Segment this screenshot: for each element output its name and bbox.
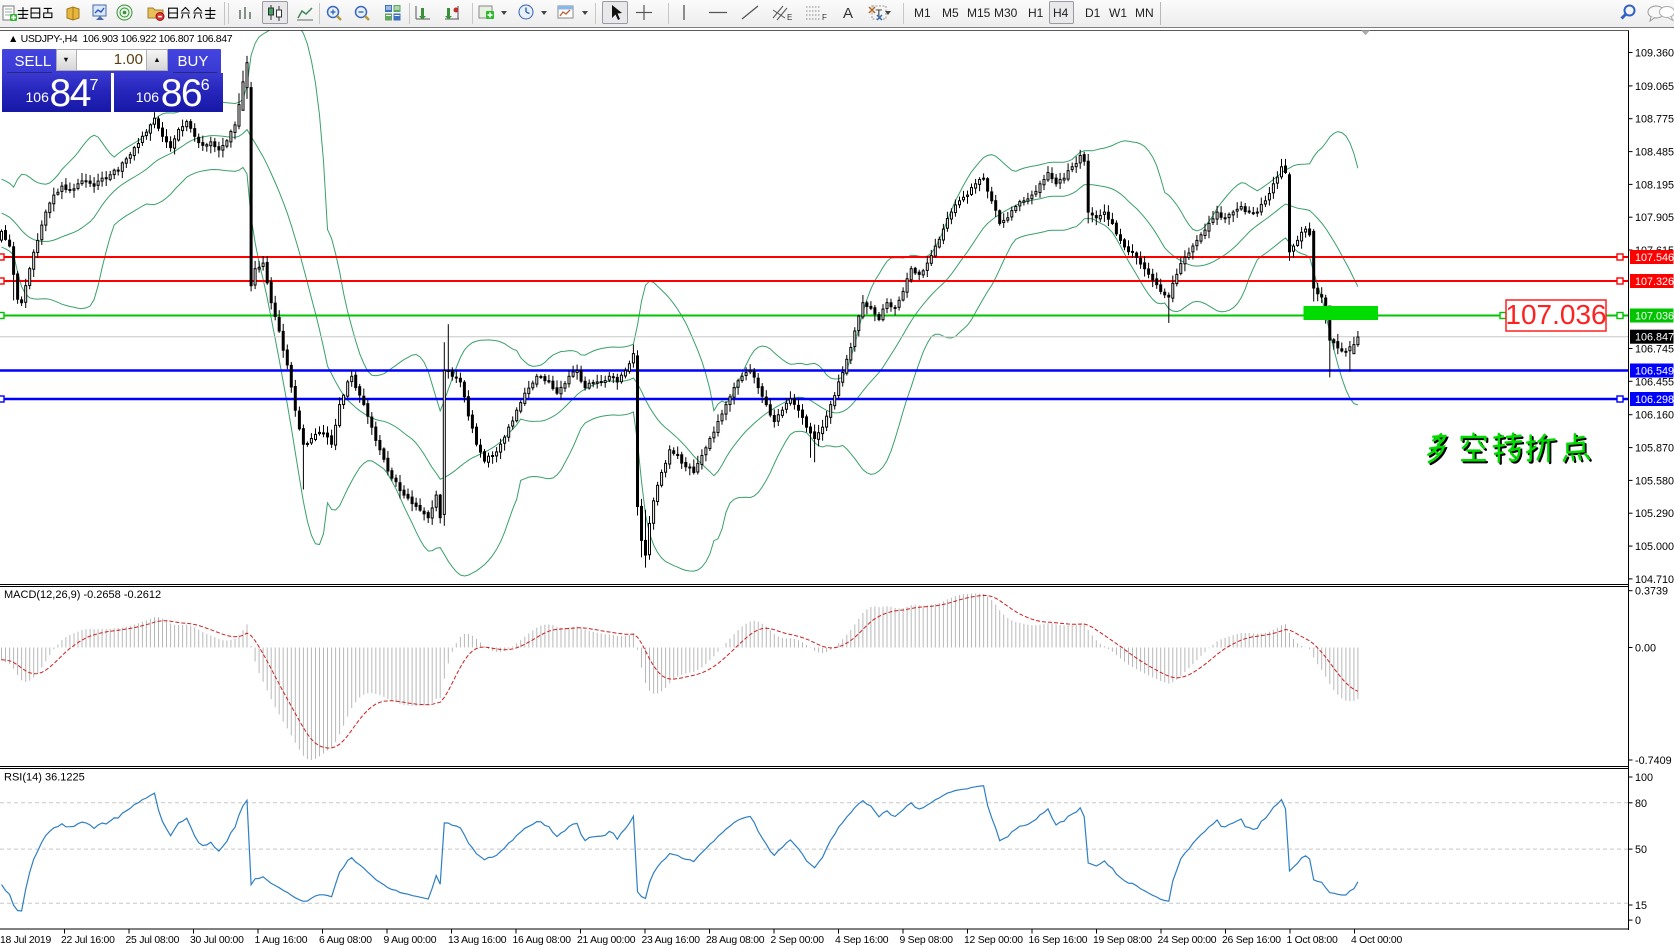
svg-text:18 Jul 2019: 18 Jul 2019	[0, 935, 51, 946]
svg-text:4 Oct 00:00: 4 Oct 00:00	[1351, 935, 1402, 946]
svg-text:106.847: 106.847	[1635, 332, 1674, 344]
svg-text:1 Oct 08:00: 1 Oct 08:00	[1287, 935, 1338, 946]
svg-text:24 Sep 00:00: 24 Sep 00:00	[1158, 935, 1217, 946]
svg-text:12 Sep 00:00: 12 Sep 00:00	[964, 935, 1023, 946]
svg-text:22 Jul 16:00: 22 Jul 16:00	[61, 935, 115, 946]
svg-text:15: 15	[1635, 900, 1647, 912]
svg-text:105.000: 105.000	[1635, 541, 1674, 553]
svg-text:106.455: 106.455	[1635, 376, 1674, 388]
svg-text:0.3739: 0.3739	[1635, 586, 1668, 598]
svg-text:30 Jul 00:00: 30 Jul 00:00	[190, 935, 244, 946]
svg-text:108.775: 108.775	[1635, 114, 1674, 126]
svg-text:109.065: 109.065	[1635, 81, 1674, 93]
svg-text:106.745: 106.745	[1635, 344, 1674, 356]
svg-text:F: F	[822, 13, 827, 21]
svg-text:25 Jul 08:00: 25 Jul 08:00	[126, 935, 180, 946]
svg-text:107.036: 107.036	[1635, 311, 1674, 323]
svg-text:1 Aug 16:00: 1 Aug 16:00	[255, 935, 308, 946]
svg-text:28 Aug 08:00: 28 Aug 08:00	[706, 935, 765, 946]
svg-text:107.546: 107.546	[1635, 252, 1674, 264]
svg-text:108.485: 108.485	[1635, 147, 1674, 159]
svg-text:16 Aug 08:00: 16 Aug 08:00	[513, 935, 572, 946]
svg-text:107.905: 107.905	[1635, 212, 1674, 224]
svg-text:9 Sep 08:00: 9 Sep 08:00	[900, 935, 954, 946]
svg-text:23 Aug 16:00: 23 Aug 16:00	[642, 935, 701, 946]
svg-text:19 Sep 08:00: 19 Sep 08:00	[1093, 935, 1152, 946]
svg-text:21 Aug 00:00: 21 Aug 00:00	[577, 935, 636, 946]
svg-text:109.360: 109.360	[1635, 48, 1674, 60]
svg-text:80: 80	[1635, 798, 1647, 810]
svg-text:6 Aug 08:00: 6 Aug 08:00	[319, 935, 372, 946]
svg-text:105.580: 105.580	[1635, 475, 1674, 487]
svg-text:108.195: 108.195	[1635, 179, 1674, 191]
svg-text:-0.7409: -0.7409	[1635, 755, 1672, 767]
svg-text:0: 0	[1635, 915, 1641, 927]
svg-text:9 Aug 00:00: 9 Aug 00:00	[384, 935, 437, 946]
svg-text:107.326: 107.326	[1635, 276, 1674, 288]
svg-text:4 Sep 16:00: 4 Sep 16:00	[835, 935, 889, 946]
svg-text:2 Sep 00:00: 2 Sep 00:00	[771, 935, 825, 946]
svg-text:104.710: 104.710	[1635, 574, 1674, 586]
svg-text:0.00: 0.00	[1635, 643, 1656, 655]
svg-text:106.298: 106.298	[1635, 394, 1674, 406]
svg-text:13 Aug 16:00: 13 Aug 16:00	[448, 935, 507, 946]
svg-text:106.160: 106.160	[1635, 410, 1674, 422]
svg-text:MACD(12,26,9) -0.2658 -0.2612: MACD(12,26,9) -0.2658 -0.2612	[4, 589, 161, 601]
svg-text:107.036: 107.036	[1505, 299, 1606, 330]
svg-text:105.870: 105.870	[1635, 443, 1674, 455]
svg-text:26 Sep 16:00: 26 Sep 16:00	[1222, 935, 1281, 946]
svg-text:E: E	[787, 13, 792, 21]
svg-text:50: 50	[1635, 844, 1647, 856]
svg-text:16 Sep 16:00: 16 Sep 16:00	[1029, 935, 1088, 946]
svg-text:RSI(14) 36.1225: RSI(14) 36.1225	[4, 772, 85, 784]
svg-text:100: 100	[1635, 772, 1653, 784]
svg-text:T: T	[876, 8, 883, 20]
svg-text:105.290: 105.290	[1635, 508, 1674, 520]
svg-text:106.549: 106.549	[1635, 366, 1674, 378]
